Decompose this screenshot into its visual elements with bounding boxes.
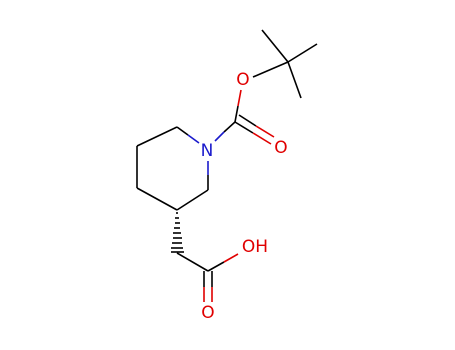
bond	[187, 134, 200, 144]
bonds	[136, 29, 318, 302]
atom-label: O	[236, 70, 249, 90]
bond	[287, 43, 318, 63]
bond	[287, 61, 302, 99]
atom-label: OH	[242, 237, 268, 257]
atom-label: N	[201, 141, 214, 161]
atom-label: O	[274, 138, 287, 158]
hashed-wedge	[171, 212, 184, 253]
bond	[136, 126, 178, 147]
bond	[238, 114, 257, 127]
bond	[176, 189, 209, 211]
bond	[223, 121, 236, 133]
bond	[237, 89, 242, 107]
bond	[207, 261, 225, 272]
bond	[234, 105, 239, 123]
bond	[223, 253, 239, 263]
bond	[252, 61, 289, 78]
bond	[136, 187, 178, 211]
bond	[252, 132, 272, 145]
bond	[234, 121, 254, 134]
atom-label: O	[201, 303, 214, 323]
bond	[176, 252, 209, 272]
bond	[214, 131, 225, 142]
bond	[255, 125, 275, 138]
bond	[261, 29, 289, 63]
bond	[176, 126, 189, 136]
